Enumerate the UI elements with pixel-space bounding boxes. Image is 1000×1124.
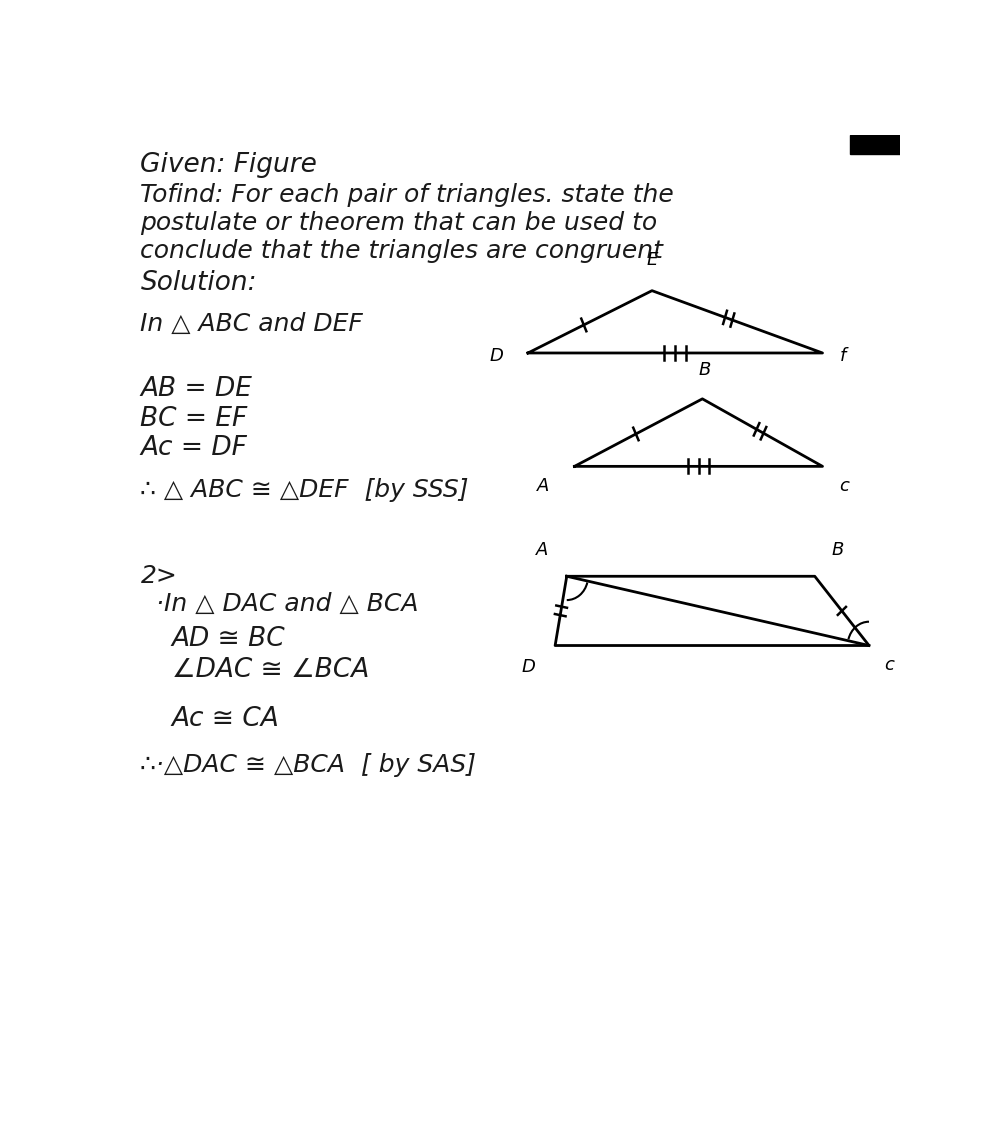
Text: Given: Figure: Given: Figure: [140, 152, 317, 179]
Text: conclude that the triangles are congruent: conclude that the triangles are congruen…: [140, 239, 663, 263]
Text: AD ≅ BC: AD ≅ BC: [172, 626, 285, 652]
Text: BC = EF: BC = EF: [140, 406, 248, 432]
Text: Tofind: For each pair of triangles. state the: Tofind: For each pair of triangles. stat…: [140, 183, 674, 208]
Text: Ac ≅ CA: Ac ≅ CA: [172, 706, 279, 732]
Text: Ac = DF: Ac = DF: [140, 435, 247, 461]
Text: ∴ △ ABC ≅ △DEF  [by SSS]: ∴ △ ABC ≅ △DEF [by SSS]: [140, 478, 469, 501]
Text: ·In △ DAC and △ BCA: ·In △ DAC and △ BCA: [156, 592, 418, 616]
Text: postulate or theorem that can be used to: postulate or theorem that can be used to: [140, 211, 658, 235]
Text: D: D: [521, 659, 535, 677]
Text: ∠DAC ≅ ∠BCA: ∠DAC ≅ ∠BCA: [172, 656, 369, 682]
Text: In △ ABC and DEF: In △ ABC and DEF: [140, 311, 363, 336]
Text: A: A: [536, 541, 548, 559]
Text: f: f: [840, 347, 846, 365]
Text: AB = DE: AB = DE: [140, 377, 252, 402]
Text: c: c: [840, 477, 849, 495]
Text: 2>: 2>: [140, 564, 177, 588]
Text: E: E: [646, 251, 658, 269]
Text: ∴·△DAC ≅ △BCA  [ by SAS]: ∴·△DAC ≅ △BCA [ by SAS]: [140, 753, 477, 777]
Text: c: c: [885, 656, 894, 674]
Bar: [850, 135, 900, 154]
Text: B: B: [832, 541, 844, 559]
Text: D: D: [489, 347, 503, 365]
Text: A: A: [537, 477, 550, 495]
Text: B: B: [699, 361, 711, 379]
Text: Solution:: Solution:: [140, 270, 257, 296]
